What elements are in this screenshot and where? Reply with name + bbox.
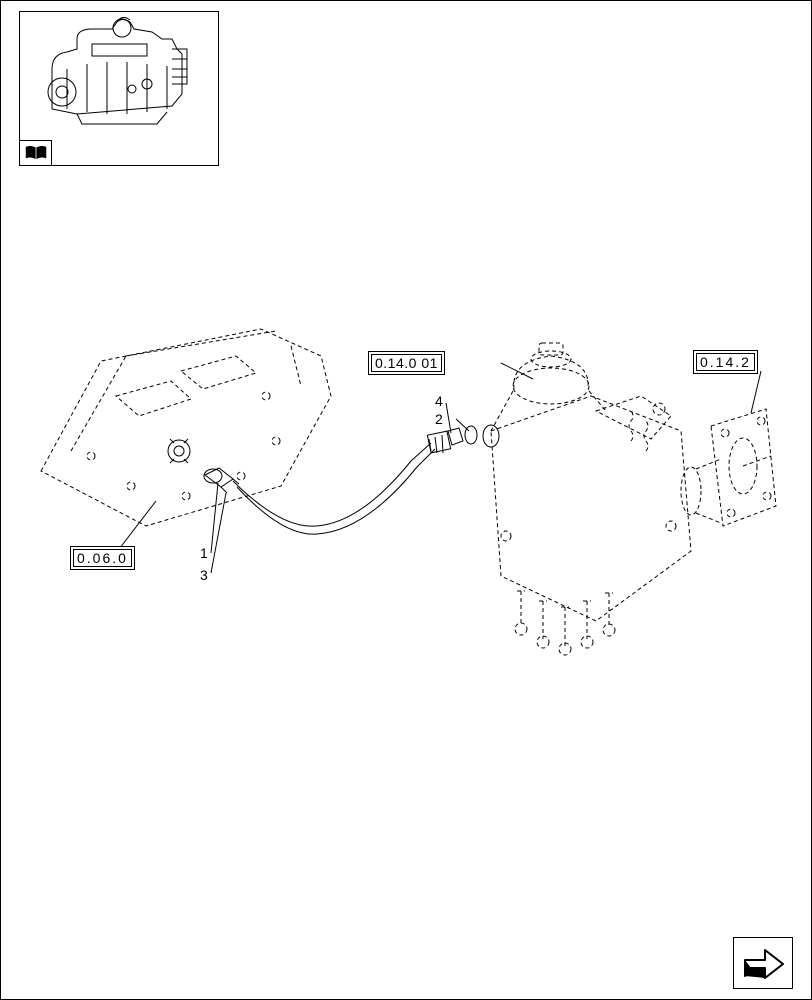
next-page-button[interactable] (733, 937, 793, 989)
pipe-right-fitting (427, 428, 463, 453)
engine-block-cutaway (41, 329, 331, 526)
mounting-plate (711, 409, 776, 526)
ref-label-mid: 0.14.0 01 (371, 354, 442, 372)
callout-3: 3 (200, 568, 208, 582)
pipe-left-joint (204, 468, 239, 493)
pipe-assembly (204, 426, 477, 534)
callout-4: 4 (435, 394, 443, 408)
ref-label-left: 0.06.0 (73, 549, 132, 567)
page-frame: 0.06.0 1 3 0.14.0 01 4 2 0.14.2 (0, 0, 812, 1000)
callout-1: 1 (200, 546, 208, 560)
book-open-icon (20, 140, 52, 165)
callout-2: 2 (435, 412, 443, 426)
ref-label-right: 0.14.2 (696, 353, 755, 371)
arrow-right-icon (741, 946, 785, 980)
injection-pump (483, 343, 721, 655)
engine-thumbnail-box (19, 11, 219, 166)
engine-thumbnail-drawing (22, 14, 218, 142)
